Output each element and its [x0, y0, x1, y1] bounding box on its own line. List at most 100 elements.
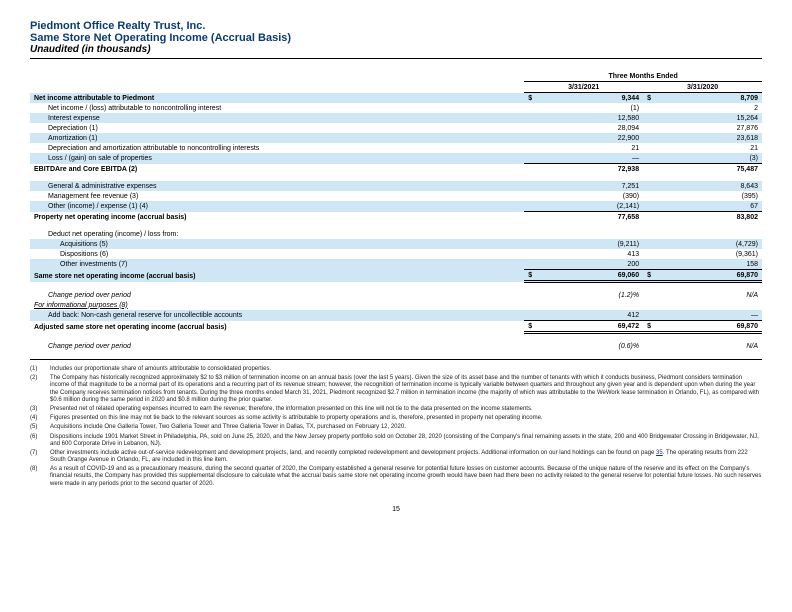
value-col1: 412 — [551, 310, 643, 321]
footnote-text: Presented net of related operating expen… — [50, 406, 762, 413]
table-row: Acquisitions (5) (9,211) (4,729) — [30, 239, 762, 249]
row-label: Add back: Non-cash general reserve for u… — [30, 310, 524, 321]
value-col1: — — [551, 153, 643, 164]
value-col1: 413 — [551, 249, 643, 259]
footnote: (8)As a result of COVID-19 and as a prec… — [30, 466, 762, 488]
currency-symbol — [524, 341, 551, 351]
value-col1: 69,060 — [551, 270, 643, 282]
row-label: Change period over period — [30, 341, 524, 351]
value-col2: 158 — [670, 259, 762, 270]
value-col1: (1.2)% — [551, 290, 643, 300]
footnote-link[interactable]: 35 — [656, 450, 663, 456]
value-col1: (2,141) — [551, 201, 643, 212]
value-col2: 27,876 — [670, 123, 762, 133]
currency-symbol — [643, 310, 670, 321]
value-col2: 2 — [670, 103, 762, 113]
value-col2: 69,870 — [670, 321, 762, 333]
value-col1: 9,344 — [551, 93, 643, 104]
footnote: (4)Figures presented on this line may no… — [30, 415, 762, 422]
row-label: General & administrative expenses — [30, 181, 524, 191]
col1-date: 3/31/2021 — [524, 82, 643, 93]
currency-symbol — [524, 310, 551, 321]
row-label: Same store net operating income (accrual… — [30, 270, 524, 282]
row-label: Acquisitions (5) — [30, 239, 524, 249]
value-col2: 67 — [670, 201, 762, 212]
value-col2: 15,264 — [670, 113, 762, 123]
report-title: Same Store Net Operating Income (Accrual… — [30, 32, 762, 44]
row-label: Management fee revenue (3) — [30, 191, 524, 201]
table-row: Net income attributable to Piedmont$9,34… — [30, 93, 762, 104]
value-col2 — [670, 229, 762, 239]
footnote: (6)Dispositions include 1901 Market Stre… — [30, 434, 762, 448]
page-number: 15 — [30, 506, 762, 513]
footnote-marker: (7) — [30, 450, 50, 464]
value-col1: 77,658 — [551, 212, 643, 223]
row-label: Interest expense — [30, 113, 524, 123]
currency-symbol — [643, 239, 670, 249]
table-row: Adjusted same store net operating income… — [30, 321, 762, 333]
currency-symbol — [643, 133, 670, 143]
currency-symbol — [643, 181, 670, 191]
currency-symbol — [524, 191, 551, 201]
currency-symbol — [643, 290, 670, 300]
table-row: Depreciation (1)28,09427,876 — [30, 123, 762, 133]
table-row: Depreciation and amortization attributab… — [30, 143, 762, 153]
row-label: For informational purposes (8) — [30, 300, 524, 310]
value-col1: (390) — [551, 191, 643, 201]
table-row: Dispositions (6) 413 (9,361) — [30, 249, 762, 259]
footnote-rule — [30, 359, 762, 360]
period-header-row: Three Months Ended — [30, 71, 762, 82]
currency-symbol — [643, 300, 670, 310]
row-label: Other (income) / expense (1) (4) — [30, 201, 524, 212]
value-col1: 200 — [551, 259, 643, 270]
footnote-text: Includes our proportionate share of amou… — [50, 366, 762, 373]
footnote-marker: (5) — [30, 424, 50, 431]
table-row: Same store net operating income (accrual… — [30, 270, 762, 282]
value-col2: (395) — [670, 191, 762, 201]
value-col1: 7,251 — [551, 181, 643, 191]
value-col1: 22,900 — [551, 133, 643, 143]
value-col1: (9,211) — [551, 239, 643, 249]
table-row: Management fee revenue (3) (390) (395) — [30, 191, 762, 201]
row-label: Dispositions (6) — [30, 249, 524, 259]
currency-symbol — [524, 133, 551, 143]
currency-symbol — [524, 249, 551, 259]
footnote: (1)Includes our proportionate share of a… — [30, 366, 762, 373]
value-col1: (0.6)% — [551, 341, 643, 351]
footnote: (5)Acquisitions include One Galleria Tow… — [30, 424, 762, 431]
currency-symbol: $ — [643, 321, 670, 333]
currency-symbol — [643, 113, 670, 123]
currency-symbol — [524, 201, 551, 212]
currency-symbol — [643, 212, 670, 223]
table-row: EBITDAre and Core EBITDA (2)72,93875,487 — [30, 164, 762, 175]
currency-symbol: $ — [524, 321, 551, 333]
currency-symbol — [524, 212, 551, 223]
table-row: Other (income) / expense (1) (4) (2,141) 6… — [30, 201, 762, 212]
table-row: Change period over period (0.6)% N/A — [30, 341, 762, 351]
footnote-marker: (4) — [30, 415, 50, 422]
currency-symbol — [524, 181, 551, 191]
currency-symbol — [524, 153, 551, 164]
currency-symbol — [524, 123, 551, 133]
footnote: (7)Other investments include active out-… — [30, 450, 762, 464]
row-label: EBITDAre and Core EBITDA (2) — [30, 164, 524, 175]
value-col2: N/A — [670, 341, 762, 351]
currency-symbol — [524, 300, 551, 310]
report-header: Piedmont Office Realty Trust, Inc. Same … — [30, 20, 762, 55]
table-row: Deduct net operating (income) / loss fro… — [30, 229, 762, 239]
value-col1 — [551, 229, 643, 239]
value-col2: (9,361) — [670, 249, 762, 259]
value-col2: 75,487 — [670, 164, 762, 175]
table-row: Change period over period(1.2)%N/A — [30, 290, 762, 300]
value-col2: (4,729) — [670, 239, 762, 249]
footnote-text: Dispositions include 1901 Market Street … — [50, 434, 762, 448]
financial-table: Three Months Ended 3/31/2021 3/31/2020 N… — [30, 71, 762, 351]
footnote-text: Figures presented on this line may not t… — [50, 415, 762, 422]
value-col2: 8,643 — [670, 181, 762, 191]
currency-symbol: $ — [643, 93, 670, 104]
table-row: Add back: Non-cash general reserve for u… — [30, 310, 762, 321]
report-subtitle: Unaudited (in thousands) — [30, 44, 762, 55]
table-row: Net income / (loss) attributable to nonc… — [30, 103, 762, 113]
currency-symbol — [643, 123, 670, 133]
value-col1 — [551, 300, 643, 310]
